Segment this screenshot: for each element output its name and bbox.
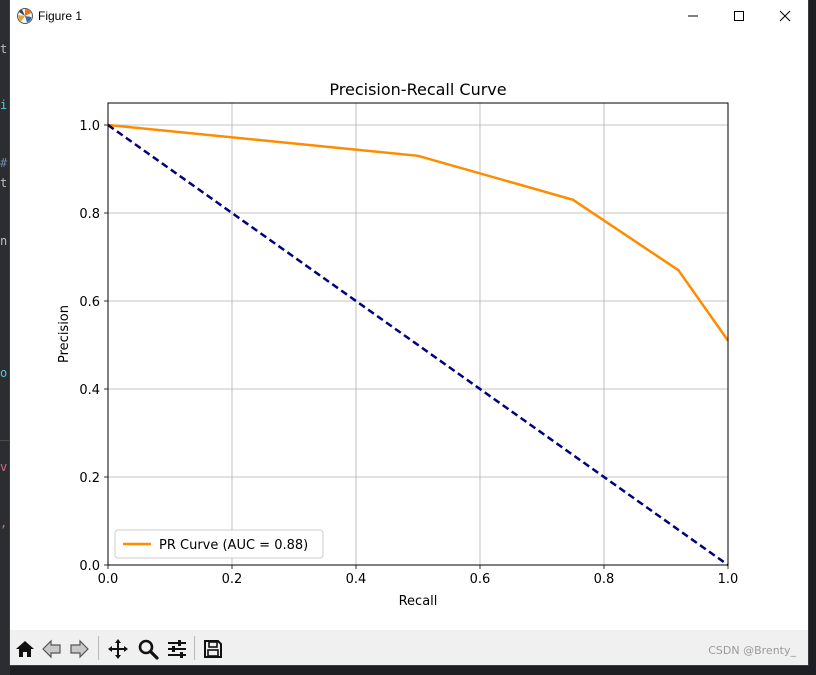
y-tick-label: 0.0 (79, 559, 100, 574)
x-tick-label: 0.0 (98, 572, 119, 587)
maximize-icon (734, 11, 744, 21)
series-layer (107, 123, 730, 567)
home-icon (16, 641, 34, 657)
close-button[interactable] (762, 0, 808, 32)
toolbar-separator (98, 636, 99, 660)
configure-subplots-icon (168, 640, 186, 658)
matplotlib-logo-icon (17, 8, 33, 24)
x-tick-label: 0.8 (594, 572, 615, 587)
x-tick-label: 1.0 (718, 572, 739, 587)
y-tick-label: 0.6 (79, 295, 100, 310)
forward-button[interactable] (66, 636, 92, 662)
y-tick-label: 0.2 (79, 471, 100, 486)
pan-icon (108, 639, 128, 659)
x-tick-label: 0.6 (470, 572, 491, 587)
save-icon (204, 640, 222, 658)
back-button[interactable] (39, 636, 65, 662)
title-bar[interactable]: Figure 1 (10, 0, 808, 32)
pan-button[interactable] (105, 636, 131, 662)
y-tick-label: 0.8 (79, 207, 100, 222)
close-icon (779, 10, 791, 22)
back-arrow-icon (42, 639, 61, 659)
zoom-icon (138, 639, 159, 660)
y-tick-label: 1.0 (79, 119, 100, 134)
figure-canvas[interactable]: Precision-Recall Curve 0.0 0.2 0.4 0.6 0.8 1.… (10, 32, 808, 630)
navigation-toolbar: CSDN @Brenty_ (10, 630, 808, 665)
minimize-button[interactable] (670, 0, 716, 32)
save-button[interactable] (200, 636, 226, 662)
zoom-button[interactable] (135, 636, 161, 662)
pr-curve-line (107, 123, 730, 342)
legend-box (114, 529, 324, 559)
chart-title: Precision-Recall Curve (329, 80, 506, 99)
configure-subplots-button[interactable] (164, 636, 190, 662)
background-editor-strip: t i # t n o v , (0, 0, 10, 675)
y-tick-label: 0.4 (79, 383, 100, 398)
grid (107, 103, 729, 566)
axes-frame (107, 102, 729, 566)
background-divider (0, 440, 10, 441)
pr-chart: Precision-Recall Curve 0.0 0.2 0.4 0.6 0.8 1.… (57, 80, 738, 609)
home-button[interactable] (12, 636, 38, 662)
watermark: CSDN @Brenty_ (708, 644, 796, 657)
forward-arrow-icon (70, 639, 89, 659)
legend: PR Curve (AUC = 0.88) (114, 529, 324, 559)
minimize-icon (688, 15, 698, 17)
legend-label: PR Curve (AUC = 0.88) (159, 538, 308, 553)
window-title: Figure 1 (38, 9, 83, 23)
ticks: 0.0 0.2 0.4 0.6 0.8 1.0 0.0 0.2 0.4 0.6 0.8 1.0 (79, 119, 738, 587)
x-tick-label: 0.4 (346, 572, 367, 587)
figure-window: Figure 1 Precision-Recall Curve 0.0 0.2 0.… (10, 0, 808, 665)
toolbar-separator (194, 636, 195, 660)
maximize-button[interactable] (716, 0, 762, 32)
y-axis-label: Precision (57, 305, 72, 363)
x-axis-label: Recall (399, 594, 438, 609)
baseline-line (107, 123, 729, 567)
x-tick-label: 0.2 (222, 572, 243, 587)
